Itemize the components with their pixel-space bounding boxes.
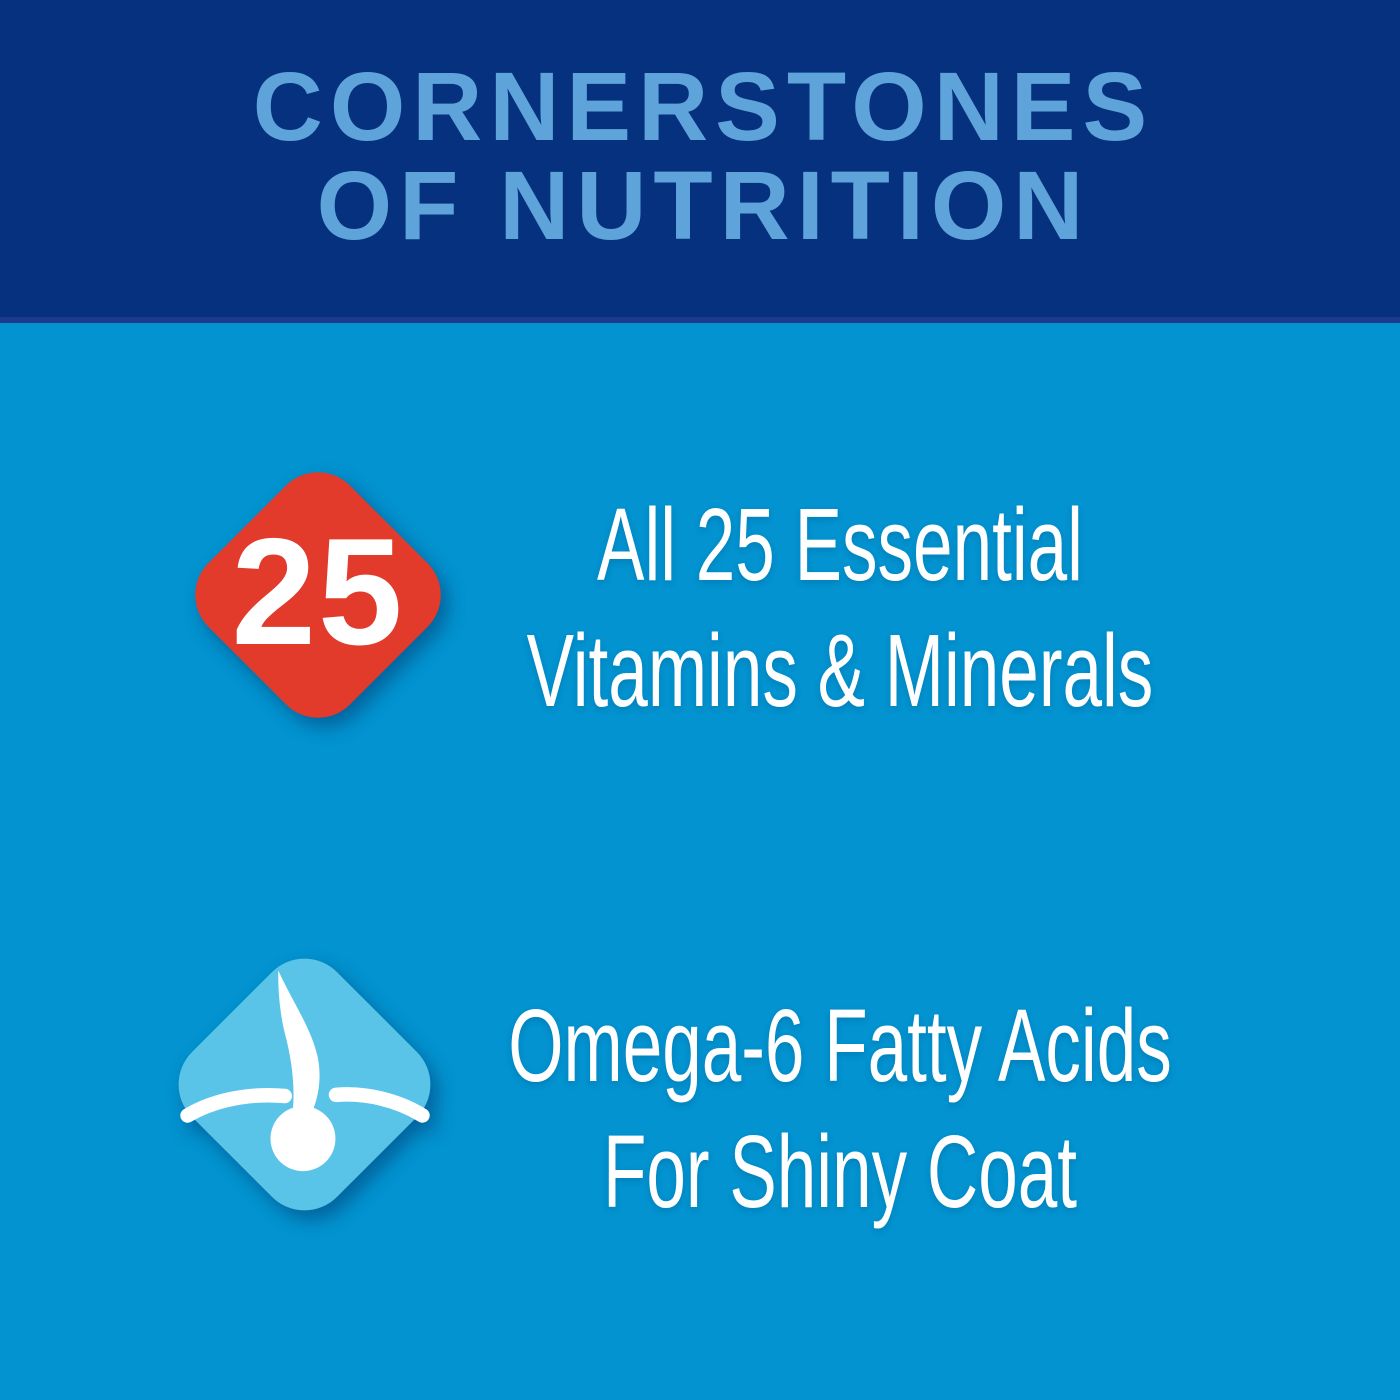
hair-strand: [278, 970, 320, 1112]
feature-text-line: Vitamins & Minerals: [526, 613, 1154, 728]
feature-vitamins-text: All 25 Essential Vitamins & Minerals: [357, 482, 1323, 734]
badge-count-label: 25: [231, 506, 405, 677]
hair-follicle-badge: [159, 939, 450, 1230]
feature-omega6-text: Omega-6 Fatty Acids For Shiny Coat: [357, 983, 1323, 1235]
header-banner: CORNERSTONES OF NUTRITION: [0, 0, 1400, 317]
header-title-line1: CORNERSTONES: [252, 51, 1155, 161]
feature-text-line: All 25 Essential: [597, 487, 1083, 602]
follicle-bulb: [270, 1106, 336, 1172]
feature-text-line: For Shiny Coat: [602, 1114, 1077, 1229]
count-badge-diamond: 25: [176, 453, 460, 737]
header-divider: [0, 317, 1400, 323]
header-title-line2: OF NUTRITION: [316, 150, 1091, 260]
skin-line-right: [328, 1087, 430, 1123]
hair-follicle-icon: [180, 970, 430, 1172]
feature-text-line: Omega-6 Fatty Acids: [508, 988, 1172, 1103]
skin-line-left: [180, 1088, 292, 1123]
